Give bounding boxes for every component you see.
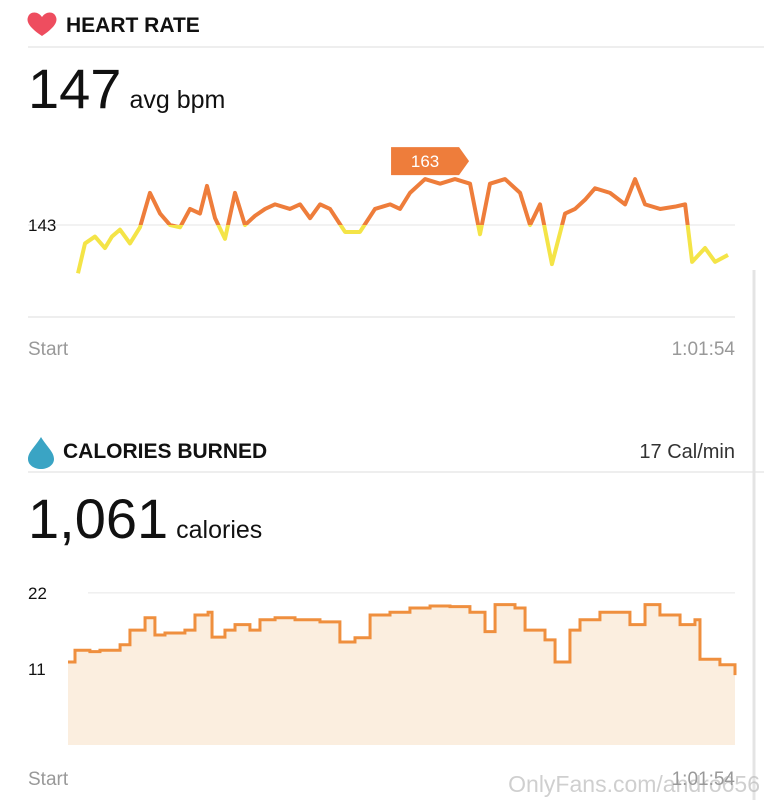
y-tick-label: 11: [28, 660, 46, 679]
heart-icon: [27, 12, 57, 36]
drop-icon: [28, 437, 54, 469]
headline: 1,061 calories: [28, 487, 262, 550]
x-tick-label: 1:01:54: [672, 769, 736, 790]
y-tick-label: 143: [28, 216, 56, 235]
headline-value: 147: [28, 57, 121, 120]
annotation-label: 163: [411, 152, 439, 171]
x-tick-label: Start: [28, 769, 69, 790]
rate: 17 Cal/min: [639, 441, 735, 463]
section-title: CALORIES BURNED: [63, 440, 267, 463]
x-tick-label: Start: [28, 339, 69, 360]
annotation-box: [391, 147, 470, 176]
headline-unit: avg bpm: [129, 86, 225, 114]
area: [68, 604, 735, 745]
watermark: OnlyFans.com/andro656: [508, 771, 760, 797]
y-tick-label: 22: [28, 584, 47, 603]
line: [68, 603, 737, 676]
section-title: HEART RATE: [66, 14, 200, 37]
headline-value: 1,061: [28, 487, 168, 550]
line-high: [138, 177, 690, 226]
headline: 147 avg bpm: [28, 57, 225, 120]
headline-unit: calories: [176, 516, 262, 544]
x-tick-label: 1:01:54: [672, 339, 736, 360]
